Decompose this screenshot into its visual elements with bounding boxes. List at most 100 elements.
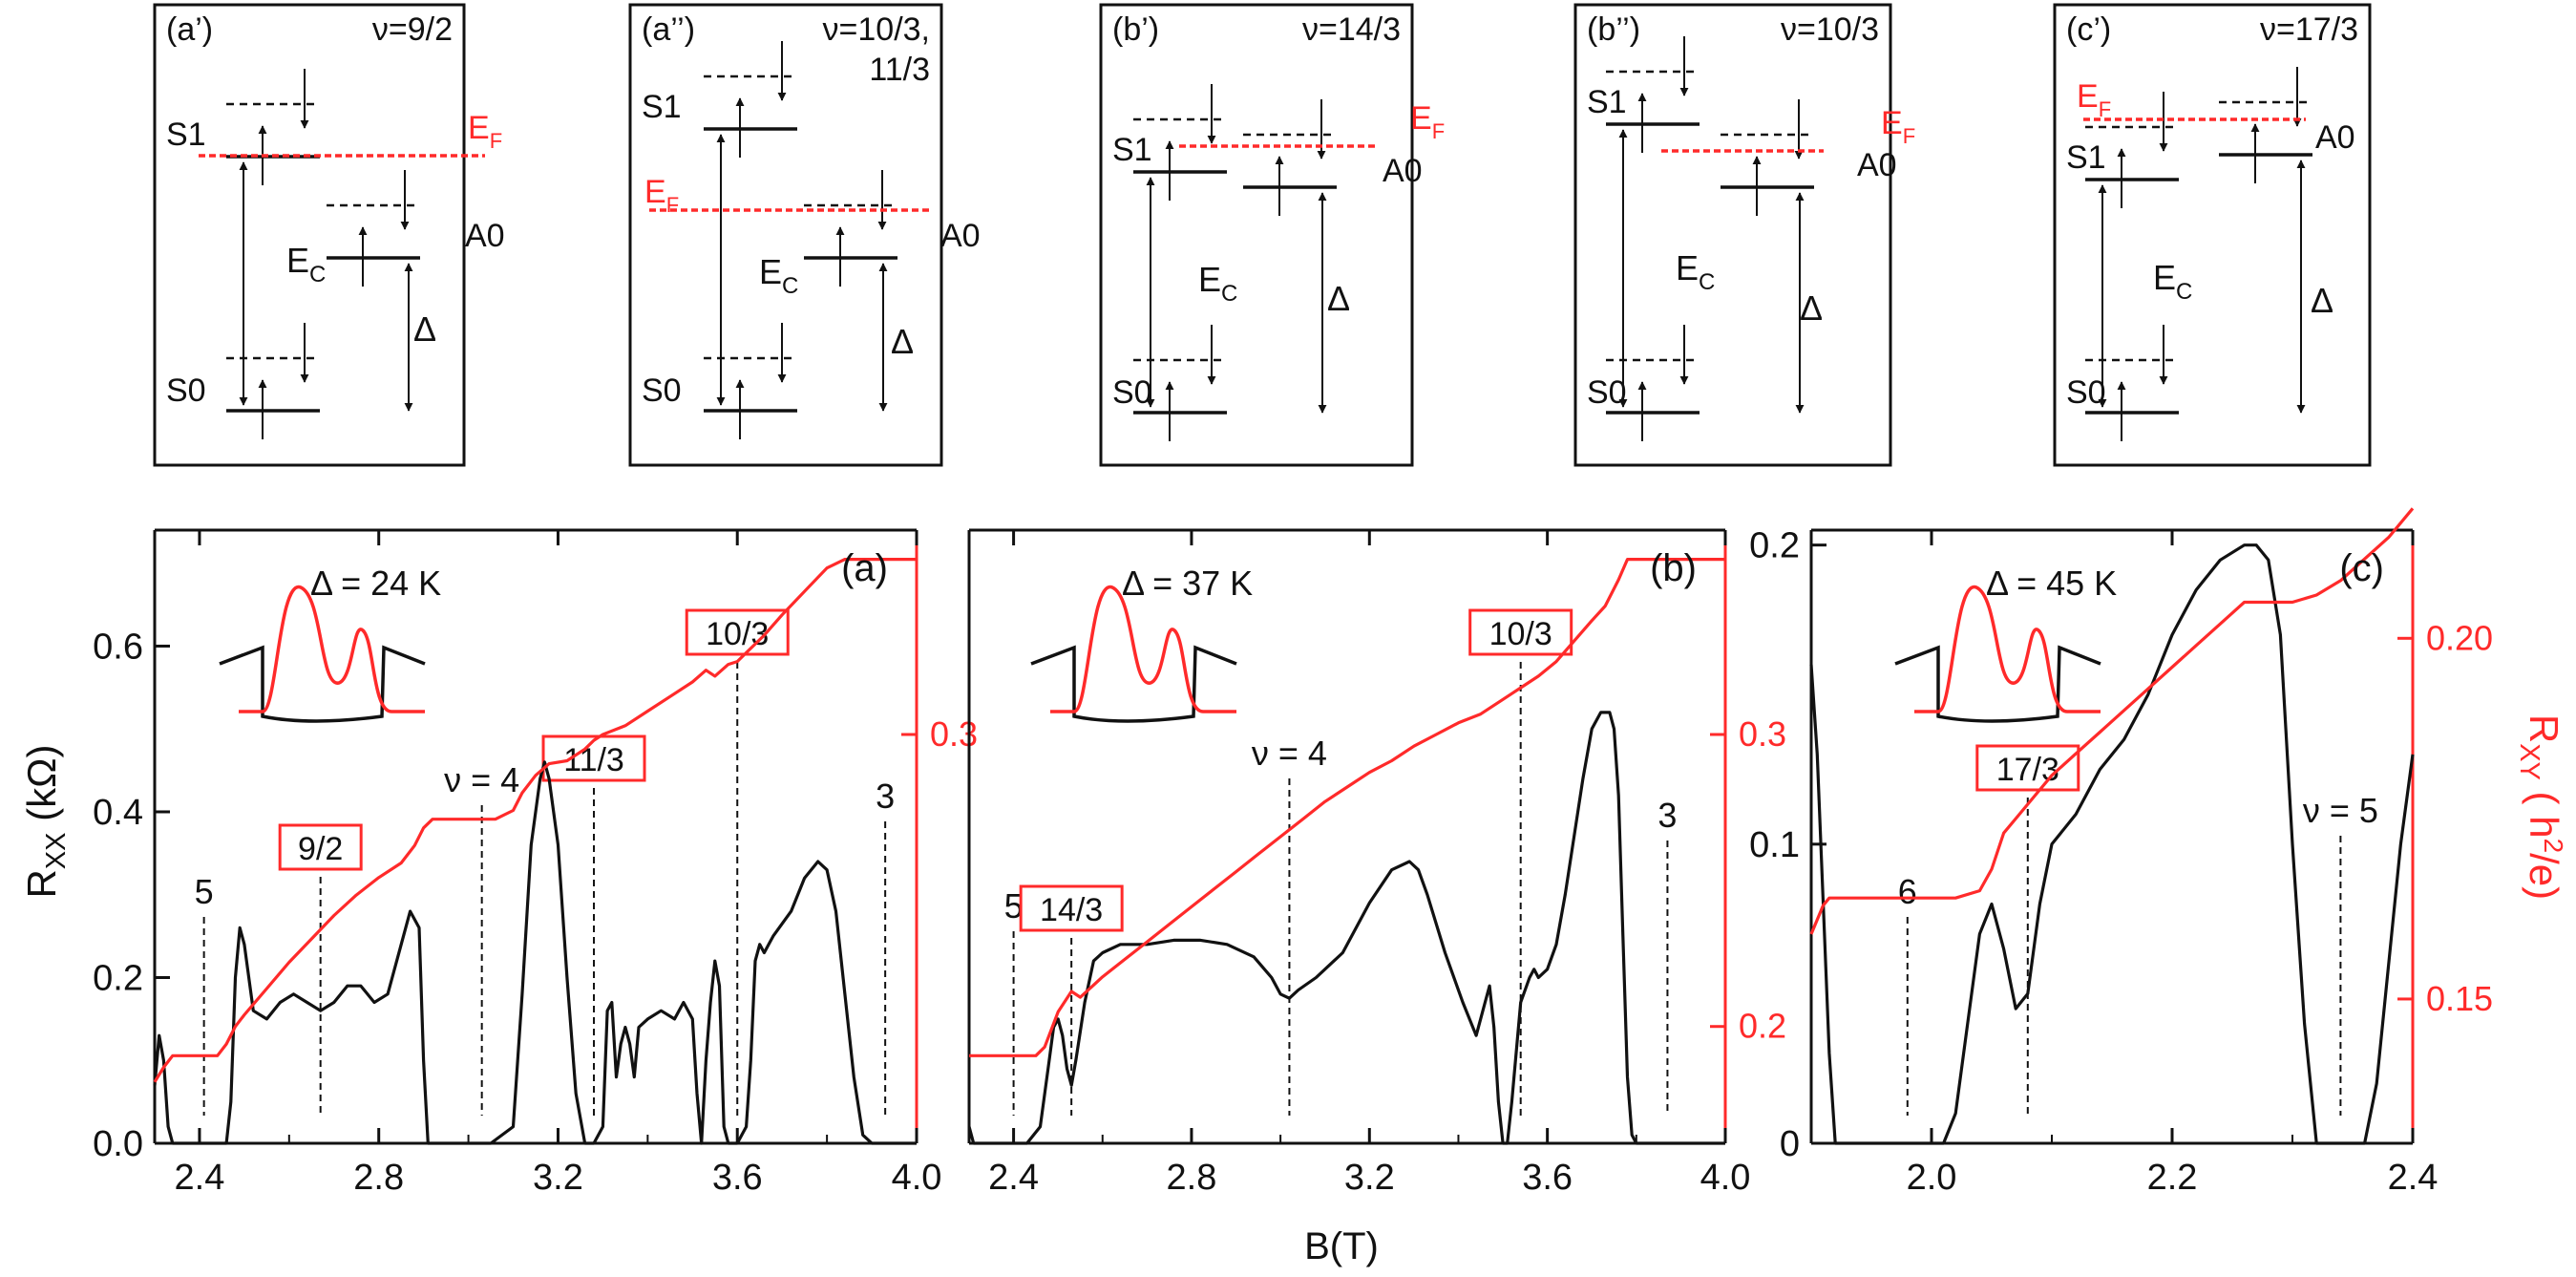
level-label: S1 (1587, 84, 1627, 120)
fermi-subscript: F (490, 129, 502, 153)
ec-subscript: C (309, 262, 326, 287)
filling-label: 9/2 (298, 831, 343, 867)
delta-label: Δ (413, 309, 436, 349)
ec-label: EC (759, 252, 798, 299)
y-tick-label-right: 0.3 (930, 714, 978, 754)
rxx-curve (967, 711, 1725, 1145)
energy-level-schematics: (a’) ν=9/2 S1 S0 A0 EC Δ EF (a’’) ν=10/3, 11/3 S1 S0… (153, 3, 2372, 467)
x-tick-label: 4.0 (1700, 1158, 1751, 1198)
x-tick-label: 3.6 (1522, 1158, 1573, 1198)
filling-label: 11/3 (563, 742, 624, 778)
level-s0: S0 (2066, 325, 2179, 441)
level-s1: S1 (1587, 36, 1700, 153)
rxx-unit: (kΩ) (19, 744, 64, 832)
level-label: A0 (2315, 119, 2355, 156)
x-tick-label: 2.4 (175, 1158, 225, 1198)
level-label: A0 (1857, 147, 1897, 183)
x-tick-label: 2.8 (353, 1158, 404, 1198)
ec-label: EC (2153, 258, 2192, 305)
gap-label: Δ = 24 K (310, 564, 441, 603)
ec-label: EC (1676, 248, 1715, 295)
schematic-panel: (c’) ν=17/3 S1 S0 A0 EC Δ EF (2053, 3, 2372, 467)
schematic-filling: ν=14/3 (1302, 11, 1401, 48)
filling-label: 3 (1658, 796, 1677, 835)
level-label: S0 (642, 372, 682, 409)
filling-label-box (685, 608, 790, 656)
wavefunction-inset (219, 585, 426, 723)
schematic-tag: (a’) (166, 11, 213, 48)
rxx-curve (153, 760, 917, 1145)
level-s1: S1 (1112, 84, 1227, 201)
ec-subscript: C (1221, 281, 1237, 307)
x-tick-label: 4.0 (892, 1158, 942, 1198)
y-tick-label-left: 0 (1780, 1124, 1800, 1164)
schematic-tag: (b’) (1112, 11, 1159, 48)
filling-label: 5 (1004, 886, 1024, 926)
level-label: S1 (166, 117, 206, 153)
fermi-level-label: EF (2077, 78, 2111, 121)
panel-label: (a) (841, 547, 888, 589)
schematic-panel: (a’’) ν=10/3, 11/3 S1 S0 A0 EC Δ EF (628, 3, 981, 467)
fermi-level-label: EF (1881, 105, 1915, 148)
delta-label: Δ (2311, 281, 2333, 320)
wavefunction-density (1073, 585, 1236, 713)
wavefunction-inset (1030, 585, 1237, 723)
wavefunction-inset (1894, 585, 2101, 723)
fermi-subscript: F (1903, 124, 1915, 148)
schematic-panel: (a’) ν=9/2 S1 S0 A0 EC Δ EF (153, 3, 505, 467)
ec-subscript: C (1699, 269, 1715, 295)
schematic-tag: (c’) (2066, 11, 2111, 48)
y-tick-label-left: 0.1 (1749, 825, 1800, 865)
chart-panel: 2.0 2.2 2.4 0 0.1 0.2 0.15 0.20 6 17/3 ν = 5 Δ = 45… (1749, 507, 2493, 1198)
filling-label: 6 (1898, 872, 1917, 911)
gap-label: Δ = 45 K (1986, 564, 2117, 603)
x-tick-label: 2.4 (988, 1158, 1039, 1198)
y-tick-label-right: 0.2 (1739, 1007, 1786, 1046)
fermi-subscript: F (2099, 97, 2111, 121)
level-s1: S1 (642, 41, 797, 158)
schematic-filling: ν=10/3 (1781, 11, 1879, 48)
wavefunction-density (1937, 585, 2101, 713)
magnetotransport-charts: 2.4 2.8 3.2 3.6 4.0 0.0 0.2 0.4 0.6 0.3 5 9/2 ν = 4 1… (93, 507, 2493, 1198)
level-s0: S0 (642, 323, 797, 439)
y-tick-label-left: 0.6 (93, 627, 143, 667)
filling-label-box (541, 734, 646, 782)
level-label: A0 (1383, 153, 1423, 189)
filling-label: ν = 5 (2303, 791, 2378, 830)
filling-label-box (278, 823, 363, 871)
ec-label: EC (1198, 260, 1237, 307)
fermi-level-label: EF (644, 174, 679, 217)
rxy-curve (969, 557, 1725, 1057)
level-s0: S0 (1112, 325, 1227, 441)
level-label: S1 (2066, 139, 2106, 176)
level-a0: A0 (804, 170, 981, 287)
fermi-subscript: F (1432, 119, 1445, 143)
ec-subscript: C (2176, 279, 2192, 305)
level-label: A0 (465, 218, 505, 254)
x-tick-label: 2.4 (2388, 1158, 2439, 1198)
y-tick-label-left: 0.2 (1749, 526, 1800, 566)
level-s0: S0 (1587, 325, 1700, 441)
filling-label: 5 (195, 872, 214, 911)
schematic-tag: (b’’) (1587, 11, 1640, 48)
y-tick-label-right: 0.20 (2426, 618, 2493, 657)
level-label: S0 (1587, 374, 1627, 411)
x-tick-label: 3.6 (712, 1158, 763, 1198)
ec-subscript: C (782, 273, 798, 299)
x-tick-label: 2.2 (2147, 1158, 2198, 1198)
filling-label: 10/3 (706, 616, 769, 652)
schematic-panel: (b’) ν=14/3 S1 S0 A0 EC Δ EF (1099, 3, 1445, 467)
y-tick-label-left: 0.4 (93, 793, 143, 833)
level-label: S0 (1112, 374, 1152, 411)
rxx-subscript: XX (41, 833, 72, 870)
filling-label: ν = 4 (1252, 734, 1327, 773)
filling-label: 3 (876, 777, 895, 816)
fermi-subscript: F (666, 193, 679, 217)
schematic-frame (1573, 3, 1892, 467)
right-y-axis-title: RXY ( h2/e) (2514, 714, 2568, 900)
schematic-frame (153, 3, 466, 467)
schematic-panel: (b’’) ν=10/3 S1 S0 A0 EC Δ EF (1573, 3, 1915, 467)
filling-label: ν = 4 (444, 760, 519, 799)
level-a0: A0 (327, 170, 505, 287)
panel-label: (c) (2339, 547, 2384, 589)
